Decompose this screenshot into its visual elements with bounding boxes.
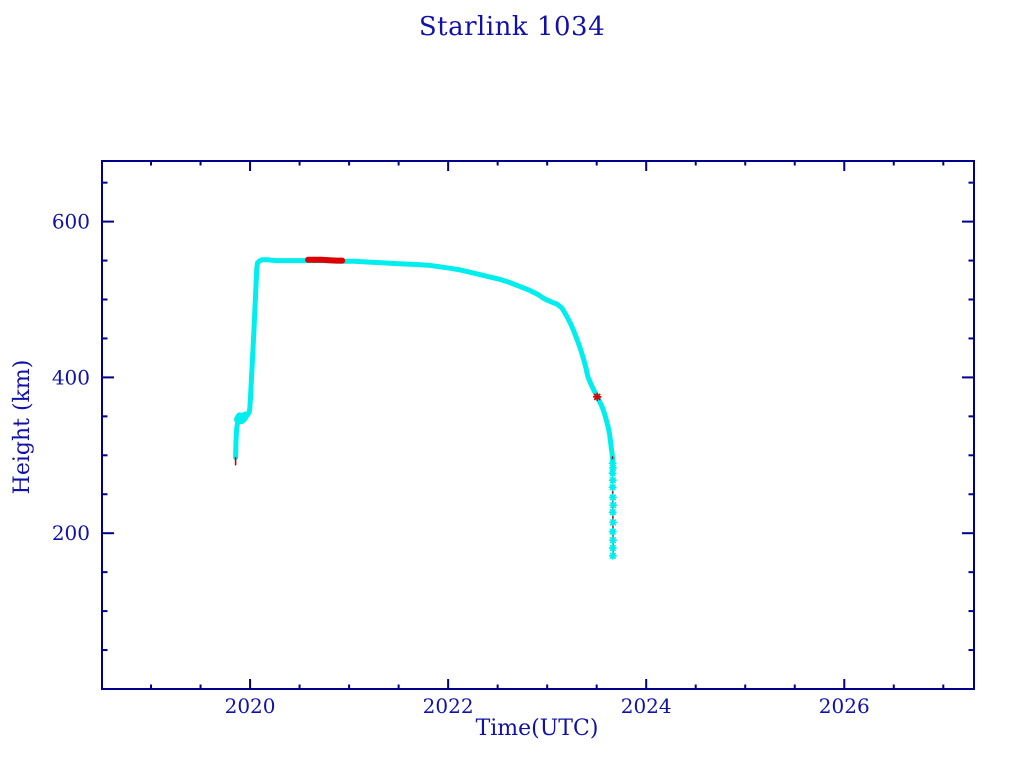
y-tick-label: 400 xyxy=(52,365,90,389)
x-tick-label: 2026 xyxy=(819,694,870,718)
decay-tail-markers-point xyxy=(608,536,618,545)
decay-tail-markers-point xyxy=(608,463,617,472)
decay-tail-markers-point xyxy=(608,469,617,478)
plot-frame xyxy=(101,160,975,690)
orbit-track xyxy=(233,257,616,462)
y-tick-label: 200 xyxy=(52,521,90,545)
x-tick-label: 2024 xyxy=(621,694,672,718)
maneuver-red-segment xyxy=(305,256,346,264)
decay-tail-markers-point xyxy=(608,483,617,492)
decay-tail-markers-point xyxy=(609,518,618,527)
decay-tail-markers-point xyxy=(608,551,617,560)
decay-tail-markers-point xyxy=(608,476,617,485)
x-axis-label: Time(UTC) xyxy=(475,716,599,741)
chart-title: Starlink 1034 xyxy=(418,12,606,42)
parking-orbit-knot xyxy=(234,411,250,425)
anomaly-red-marker-point xyxy=(592,392,602,402)
x-tick-label: 2022 xyxy=(423,694,474,718)
decay-tail-markers-point xyxy=(608,508,617,517)
decay-tail-markers-point xyxy=(608,527,617,536)
decay-tail-markers-point xyxy=(608,493,617,502)
x-tick-label: 2020 xyxy=(225,694,276,718)
decay-tail-markers-point xyxy=(608,543,617,553)
y-axis-label: Height (km) xyxy=(10,359,35,495)
decay-tail-markers-point xyxy=(609,501,618,510)
decay-tail-markers-point xyxy=(608,459,617,468)
y-tick-label: 600 xyxy=(52,210,90,234)
